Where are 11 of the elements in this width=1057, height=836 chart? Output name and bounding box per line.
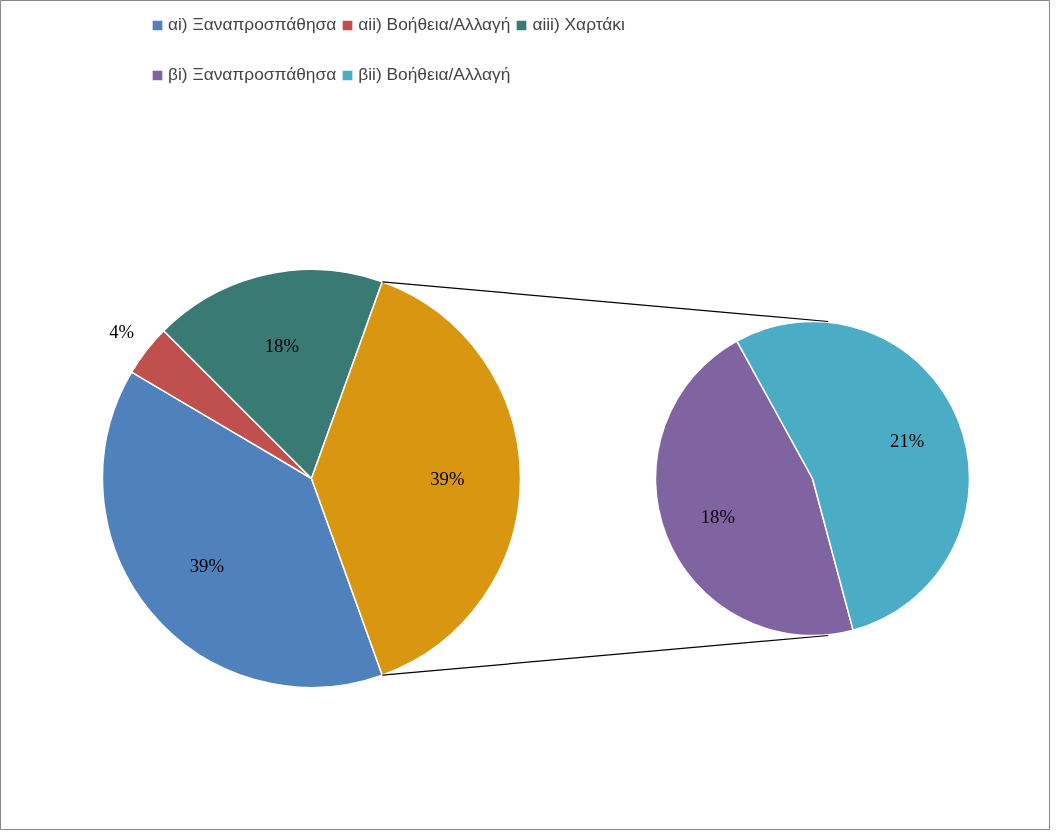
legend-label: βi) Ξαναπροσπάθησα [168,64,337,85]
legend-label: βii) Βοήθεια/Αλλαγή [358,64,511,85]
legend-label: αii) Βοήθεια/Αλλαγή [358,14,511,35]
data-label: 39% [189,554,224,576]
data-label: 39% [430,468,465,489]
data-label: 21% [890,429,925,451]
legend-label: αi) Ξαναπροσπάθησα [168,14,337,35]
legend-label: αiii) Χαρτάκι [532,14,625,35]
data-label: 18% [700,506,735,528]
data-label: 18% [264,335,299,357]
data-label: 4% [109,320,135,342]
